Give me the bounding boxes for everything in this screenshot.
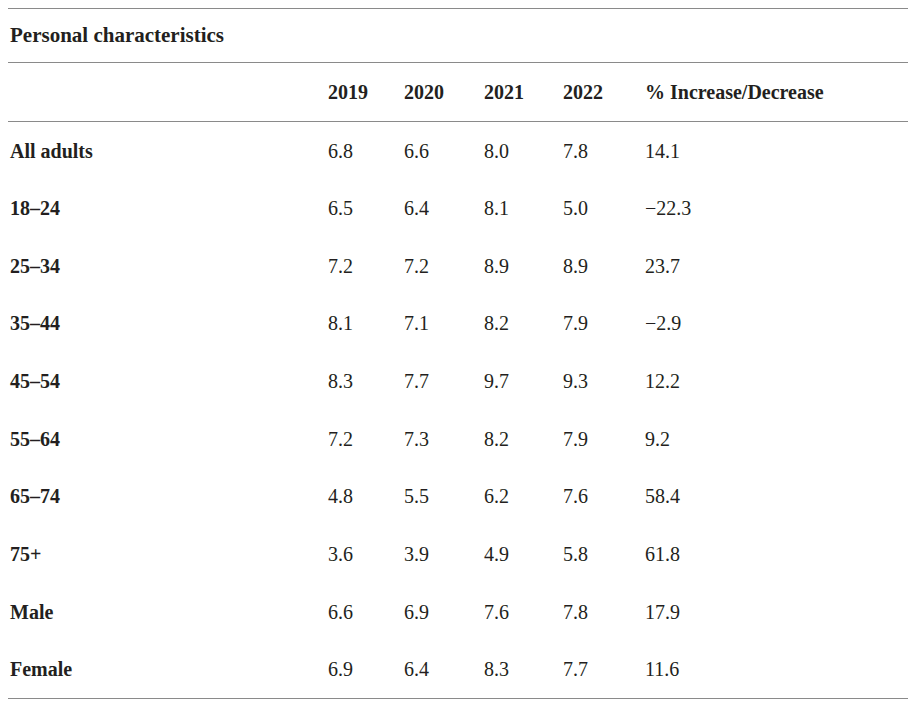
- table-cell: 5.8: [563, 525, 645, 583]
- table-cell: 5.5: [404, 468, 484, 526]
- table-cell: 58.4: [645, 468, 908, 526]
- page: Personal characteristics 201920202021202…: [0, 0, 916, 712]
- table-cell: 7.9: [563, 295, 645, 353]
- row-label: 35–44: [8, 295, 328, 353]
- table-cell: 7.2: [404, 237, 484, 295]
- table-cell: 8.2: [484, 295, 563, 353]
- row-label: All adults: [8, 122, 328, 180]
- table-cell: 12.2: [645, 352, 908, 410]
- table-row: Male6.66.97.67.817.9: [8, 583, 908, 641]
- table-cell: 7.7: [563, 641, 645, 699]
- table-cell: 7.8: [563, 122, 645, 180]
- table-cell: 17.9: [645, 583, 908, 641]
- table-row: 25–347.27.28.98.923.7: [8, 237, 908, 295]
- table-cell: 8.9: [563, 237, 645, 295]
- table-cell: 6.6: [404, 122, 484, 180]
- table-cell: 6.9: [404, 583, 484, 641]
- table-cell: 8.2: [484, 410, 563, 468]
- table-cell: 61.8: [645, 525, 908, 583]
- row-label: 75+: [8, 525, 328, 583]
- table-cell: 7.3: [404, 410, 484, 468]
- column-header: 2020: [404, 63, 484, 122]
- table-cell: 3.9: [404, 525, 484, 583]
- table-cell: 6.2: [484, 468, 563, 526]
- column-header: 2021: [484, 63, 563, 122]
- column-header: % Increase/Decrease: [645, 63, 908, 122]
- table-cell: 8.3: [484, 641, 563, 699]
- table-cell: −22.3: [645, 179, 908, 237]
- table-cell: 7.6: [484, 583, 563, 641]
- table-cell: 7.2: [328, 237, 404, 295]
- table-cell: 7.6: [563, 468, 645, 526]
- table-row: 18–246.56.48.15.0−22.3: [8, 179, 908, 237]
- table-cell: 9.7: [484, 352, 563, 410]
- row-label: 25–34: [8, 237, 328, 295]
- table-cell: 6.8: [328, 122, 404, 180]
- table-cell: 4.9: [484, 525, 563, 583]
- table-cell: 9.2: [645, 410, 908, 468]
- table-cell: 3.6: [328, 525, 404, 583]
- row-label: 65–74: [8, 468, 328, 526]
- table-cell: −2.9: [645, 295, 908, 353]
- table-row: 65–744.85.56.27.658.4: [8, 468, 908, 526]
- table-row: 35–448.17.18.27.9−2.9: [8, 295, 908, 353]
- table-row: All adults6.86.68.07.814.1: [8, 122, 908, 180]
- table-cell: 23.7: [645, 237, 908, 295]
- table-cell: 7.1: [404, 295, 484, 353]
- table-cell: 4.8: [328, 468, 404, 526]
- table-row: 75+3.63.94.95.861.8: [8, 525, 908, 583]
- table-cell: 8.1: [328, 295, 404, 353]
- table-cell: 6.4: [404, 641, 484, 699]
- table-title: Personal characteristics: [8, 9, 908, 63]
- table-cell: 8.0: [484, 122, 563, 180]
- table-cell: 14.1: [645, 122, 908, 180]
- table-cell: 6.9: [328, 641, 404, 699]
- row-label: Female: [8, 641, 328, 699]
- column-header-empty: [8, 63, 328, 122]
- table-cell: 7.9: [563, 410, 645, 468]
- table-row: 45–548.37.79.79.312.2: [8, 352, 908, 410]
- column-header: 2019: [328, 63, 404, 122]
- table-title-row: Personal characteristics: [8, 9, 908, 63]
- table-cell: 7.2: [328, 410, 404, 468]
- table-cell: 8.1: [484, 179, 563, 237]
- table-cell: 8.9: [484, 237, 563, 295]
- table-row: 55–647.27.38.27.99.2: [8, 410, 908, 468]
- table-cell: 11.6: [645, 641, 908, 699]
- table-body: All adults6.86.68.07.814.118–246.56.48.1…: [8, 122, 908, 699]
- table-cell: 6.4: [404, 179, 484, 237]
- table-cell: 9.3: [563, 352, 645, 410]
- table-row: Female6.96.48.37.711.6: [8, 641, 908, 699]
- header-row: 2019202020212022% Increase/Decrease: [8, 63, 908, 122]
- row-label: 18–24: [8, 179, 328, 237]
- row-label: 55–64: [8, 410, 328, 468]
- column-header: 2022: [563, 63, 645, 122]
- table-cell: 6.6: [328, 583, 404, 641]
- row-label: 45–54: [8, 352, 328, 410]
- table-cell: 7.8: [563, 583, 645, 641]
- personal-characteristics-table: Personal characteristics 201920202021202…: [8, 8, 908, 699]
- table-cell: 7.7: [404, 352, 484, 410]
- row-label: Male: [8, 583, 328, 641]
- table-cell: 5.0: [563, 179, 645, 237]
- table-cell: 6.5: [328, 179, 404, 237]
- table-cell: 8.3: [328, 352, 404, 410]
